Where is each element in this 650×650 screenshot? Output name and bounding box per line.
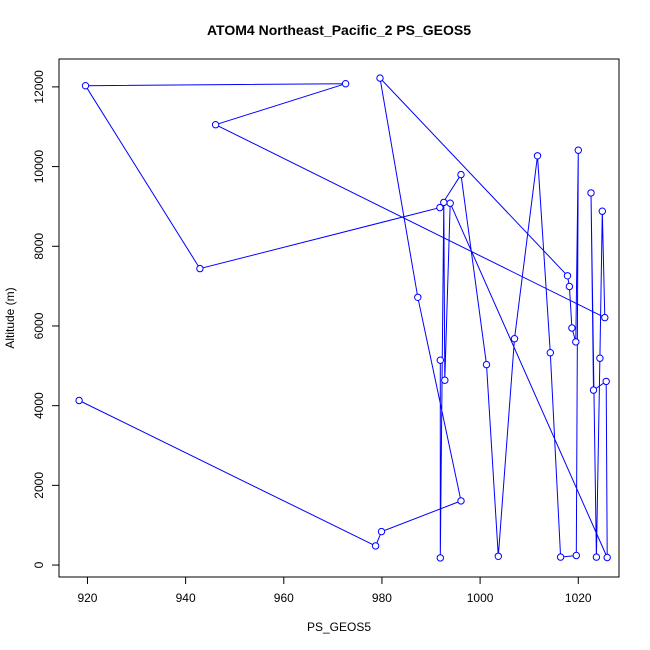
y-axis-label: Altitude (m) bbox=[3, 287, 17, 348]
data-point bbox=[482, 360, 491, 369]
data-point bbox=[572, 338, 580, 346]
data-point bbox=[533, 152, 542, 160]
y-tick-label: 6000 bbox=[32, 312, 46, 339]
data-point bbox=[574, 146, 582, 154]
data-point bbox=[556, 553, 565, 561]
data-point bbox=[494, 552, 502, 560]
x-tick-label: 920 bbox=[77, 591, 97, 605]
data-point bbox=[603, 553, 611, 562]
series-layer bbox=[75, 74, 611, 562]
data-point bbox=[589, 386, 598, 394]
data-point bbox=[414, 293, 422, 301]
data-point bbox=[592, 553, 601, 561]
x-tick-label: 1000 bbox=[467, 591, 494, 605]
data-point bbox=[546, 349, 554, 357]
data-point bbox=[436, 554, 444, 562]
y-tick-label: 8000 bbox=[32, 233, 46, 260]
data-point bbox=[596, 354, 604, 362]
data-point bbox=[601, 313, 609, 322]
y-tick-label: 10000 bbox=[32, 150, 46, 184]
data-point bbox=[602, 377, 610, 386]
data-point bbox=[587, 189, 595, 197]
data-point bbox=[598, 207, 606, 215]
data-point bbox=[81, 82, 90, 90]
data-point bbox=[441, 376, 449, 384]
data-point bbox=[436, 203, 444, 212]
x-tick-label: 1020 bbox=[565, 591, 592, 605]
data-point bbox=[457, 497, 465, 505]
data-point bbox=[371, 542, 380, 550]
data-point bbox=[75, 396, 83, 405]
x-axis-label: PS_GEOS5 bbox=[307, 620, 371, 634]
y-tick-label: 4000 bbox=[32, 392, 46, 419]
y-tick-label: 2000 bbox=[32, 472, 46, 499]
data-point bbox=[510, 335, 519, 343]
data-point bbox=[563, 272, 572, 280]
plot-frame bbox=[58, 58, 620, 578]
series-line bbox=[78, 76, 608, 558]
data-point bbox=[436, 356, 444, 364]
y-tick-label: 0 bbox=[32, 561, 46, 568]
axes: 920 940 960 980 1000 1020 0 2000 4000 6000 8000 100… bbox=[32, 70, 592, 605]
chart-title: ATOM4 Northeast_Pacific_2 PS_GEOS5 bbox=[207, 22, 471, 38]
data-point bbox=[446, 199, 454, 207]
data-point bbox=[457, 170, 465, 179]
x-tick-label: 980 bbox=[372, 591, 392, 605]
data-point bbox=[377, 527, 386, 536]
data-point bbox=[572, 551, 580, 560]
data-point bbox=[440, 198, 448, 207]
y-tick-label: 12000 bbox=[32, 70, 46, 104]
data-point bbox=[196, 264, 204, 273]
data-point bbox=[341, 80, 350, 88]
data-point bbox=[568, 324, 576, 332]
data-point bbox=[376, 74, 384, 82]
x-tick-label: 940 bbox=[176, 591, 196, 605]
data-point bbox=[565, 282, 574, 291]
x-tick-label: 960 bbox=[274, 591, 294, 605]
data-point bbox=[211, 121, 220, 129]
